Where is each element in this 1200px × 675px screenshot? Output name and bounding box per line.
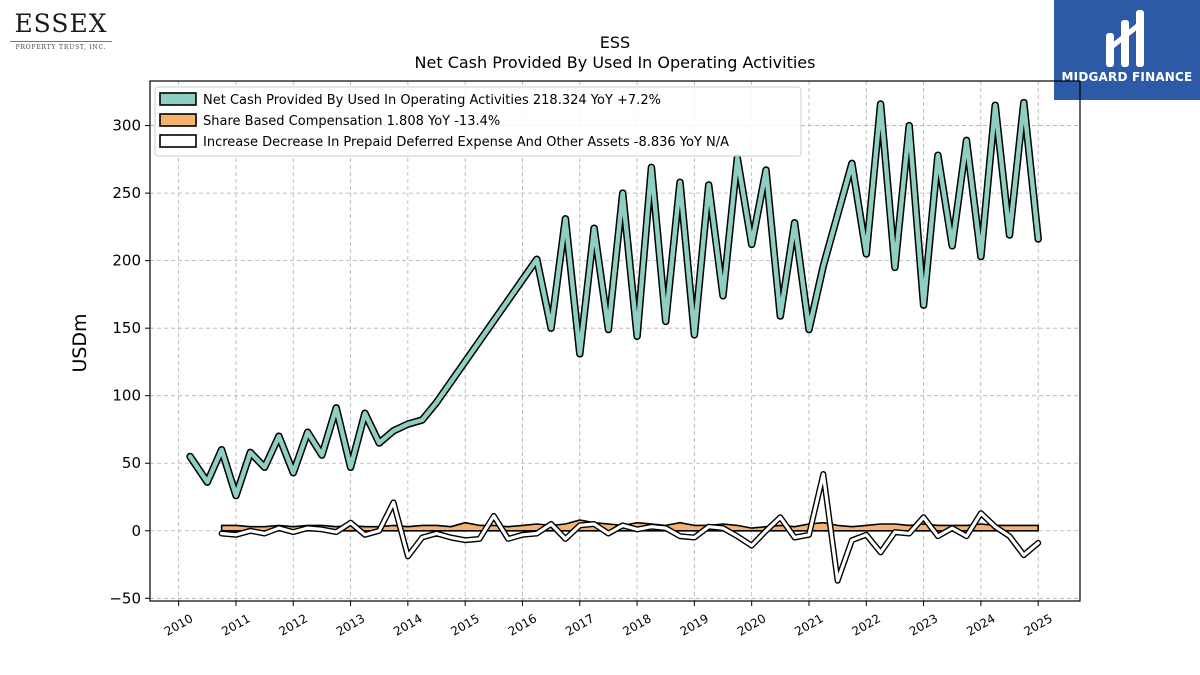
x-tick-label: 2019 (678, 611, 711, 638)
y-tick-label: −50 (109, 589, 141, 607)
chart-title: ESS (600, 33, 630, 52)
x-tick-label: 2013 (334, 611, 367, 638)
x-tick-label: 2025 (1021, 611, 1054, 638)
x-tick-label: 2016 (506, 611, 539, 638)
x-tick-label: 2023 (907, 611, 940, 638)
series-net-cash-line (187, 100, 1041, 498)
x-tick-label: 2010 (162, 611, 195, 638)
essex-logo-subtitle: PROPERTY TRUST, INC. (15, 44, 107, 51)
x-tick-label: 2022 (850, 611, 883, 638)
x-tick-label: 2020 (735, 611, 768, 638)
essex-logo-rule (10, 41, 112, 42)
midgard-finance-logo: MIDGARD FINANCE (1054, 0, 1200, 100)
y-tick-label: 250 (112, 184, 141, 202)
legend: Net Cash Provided By Used In Operating A… (154, 86, 802, 157)
x-tick-label: 2015 (448, 611, 481, 638)
y-tick-label: 150 (112, 319, 141, 337)
y-tick-label: 300 (112, 117, 141, 135)
legend-label-net-cash: Net Cash Provided By Used In Operating A… (203, 93, 661, 108)
x-tick-label: 2011 (219, 611, 252, 638)
y-tick-label: 50 (122, 454, 141, 472)
legend-label-prepaid-expense: Increase Decrease In Prepaid Deferred Ex… (203, 135, 729, 150)
legend-swatch-prepaid-expense (159, 134, 197, 148)
plot-frame (149, 80, 1081, 602)
y-axis-label: USDm (69, 313, 91, 372)
y-tick-label: 200 (112, 252, 141, 270)
legend-box (154, 86, 802, 157)
y-tick-label: 0 (131, 522, 141, 540)
legend-swatch-share-based-compensation (159, 113, 197, 127)
y-tick-label: 100 (112, 387, 141, 405)
legend-swatch-net-cash (159, 92, 197, 106)
essex-logo-name: ESSEX (14, 9, 108, 38)
legend-label-share-based-compensation: Share Based Compensation 1.808 YoY -13.4… (203, 114, 500, 129)
series-prepaid-line (220, 472, 1040, 583)
midgard-logo-text: MIDGARD FINANCE (1061, 70, 1193, 84)
x-tick-label: 2021 (792, 611, 825, 638)
x-tick-label: 2017 (563, 611, 596, 638)
midgard-mark-icon (1106, 10, 1144, 67)
x-tick-label: 2018 (620, 611, 653, 638)
series-layer (186, 98, 1042, 584)
chart-subtitle: Net Cash Provided By Used In Operating A… (415, 53, 816, 72)
x-tick-label: 2014 (391, 611, 424, 638)
x-tick-label: 2012 (277, 611, 310, 638)
x-tick-label: 2024 (964, 611, 997, 638)
essex-logo: ESSEX PROPERTY TRUST, INC. (6, 10, 116, 51)
